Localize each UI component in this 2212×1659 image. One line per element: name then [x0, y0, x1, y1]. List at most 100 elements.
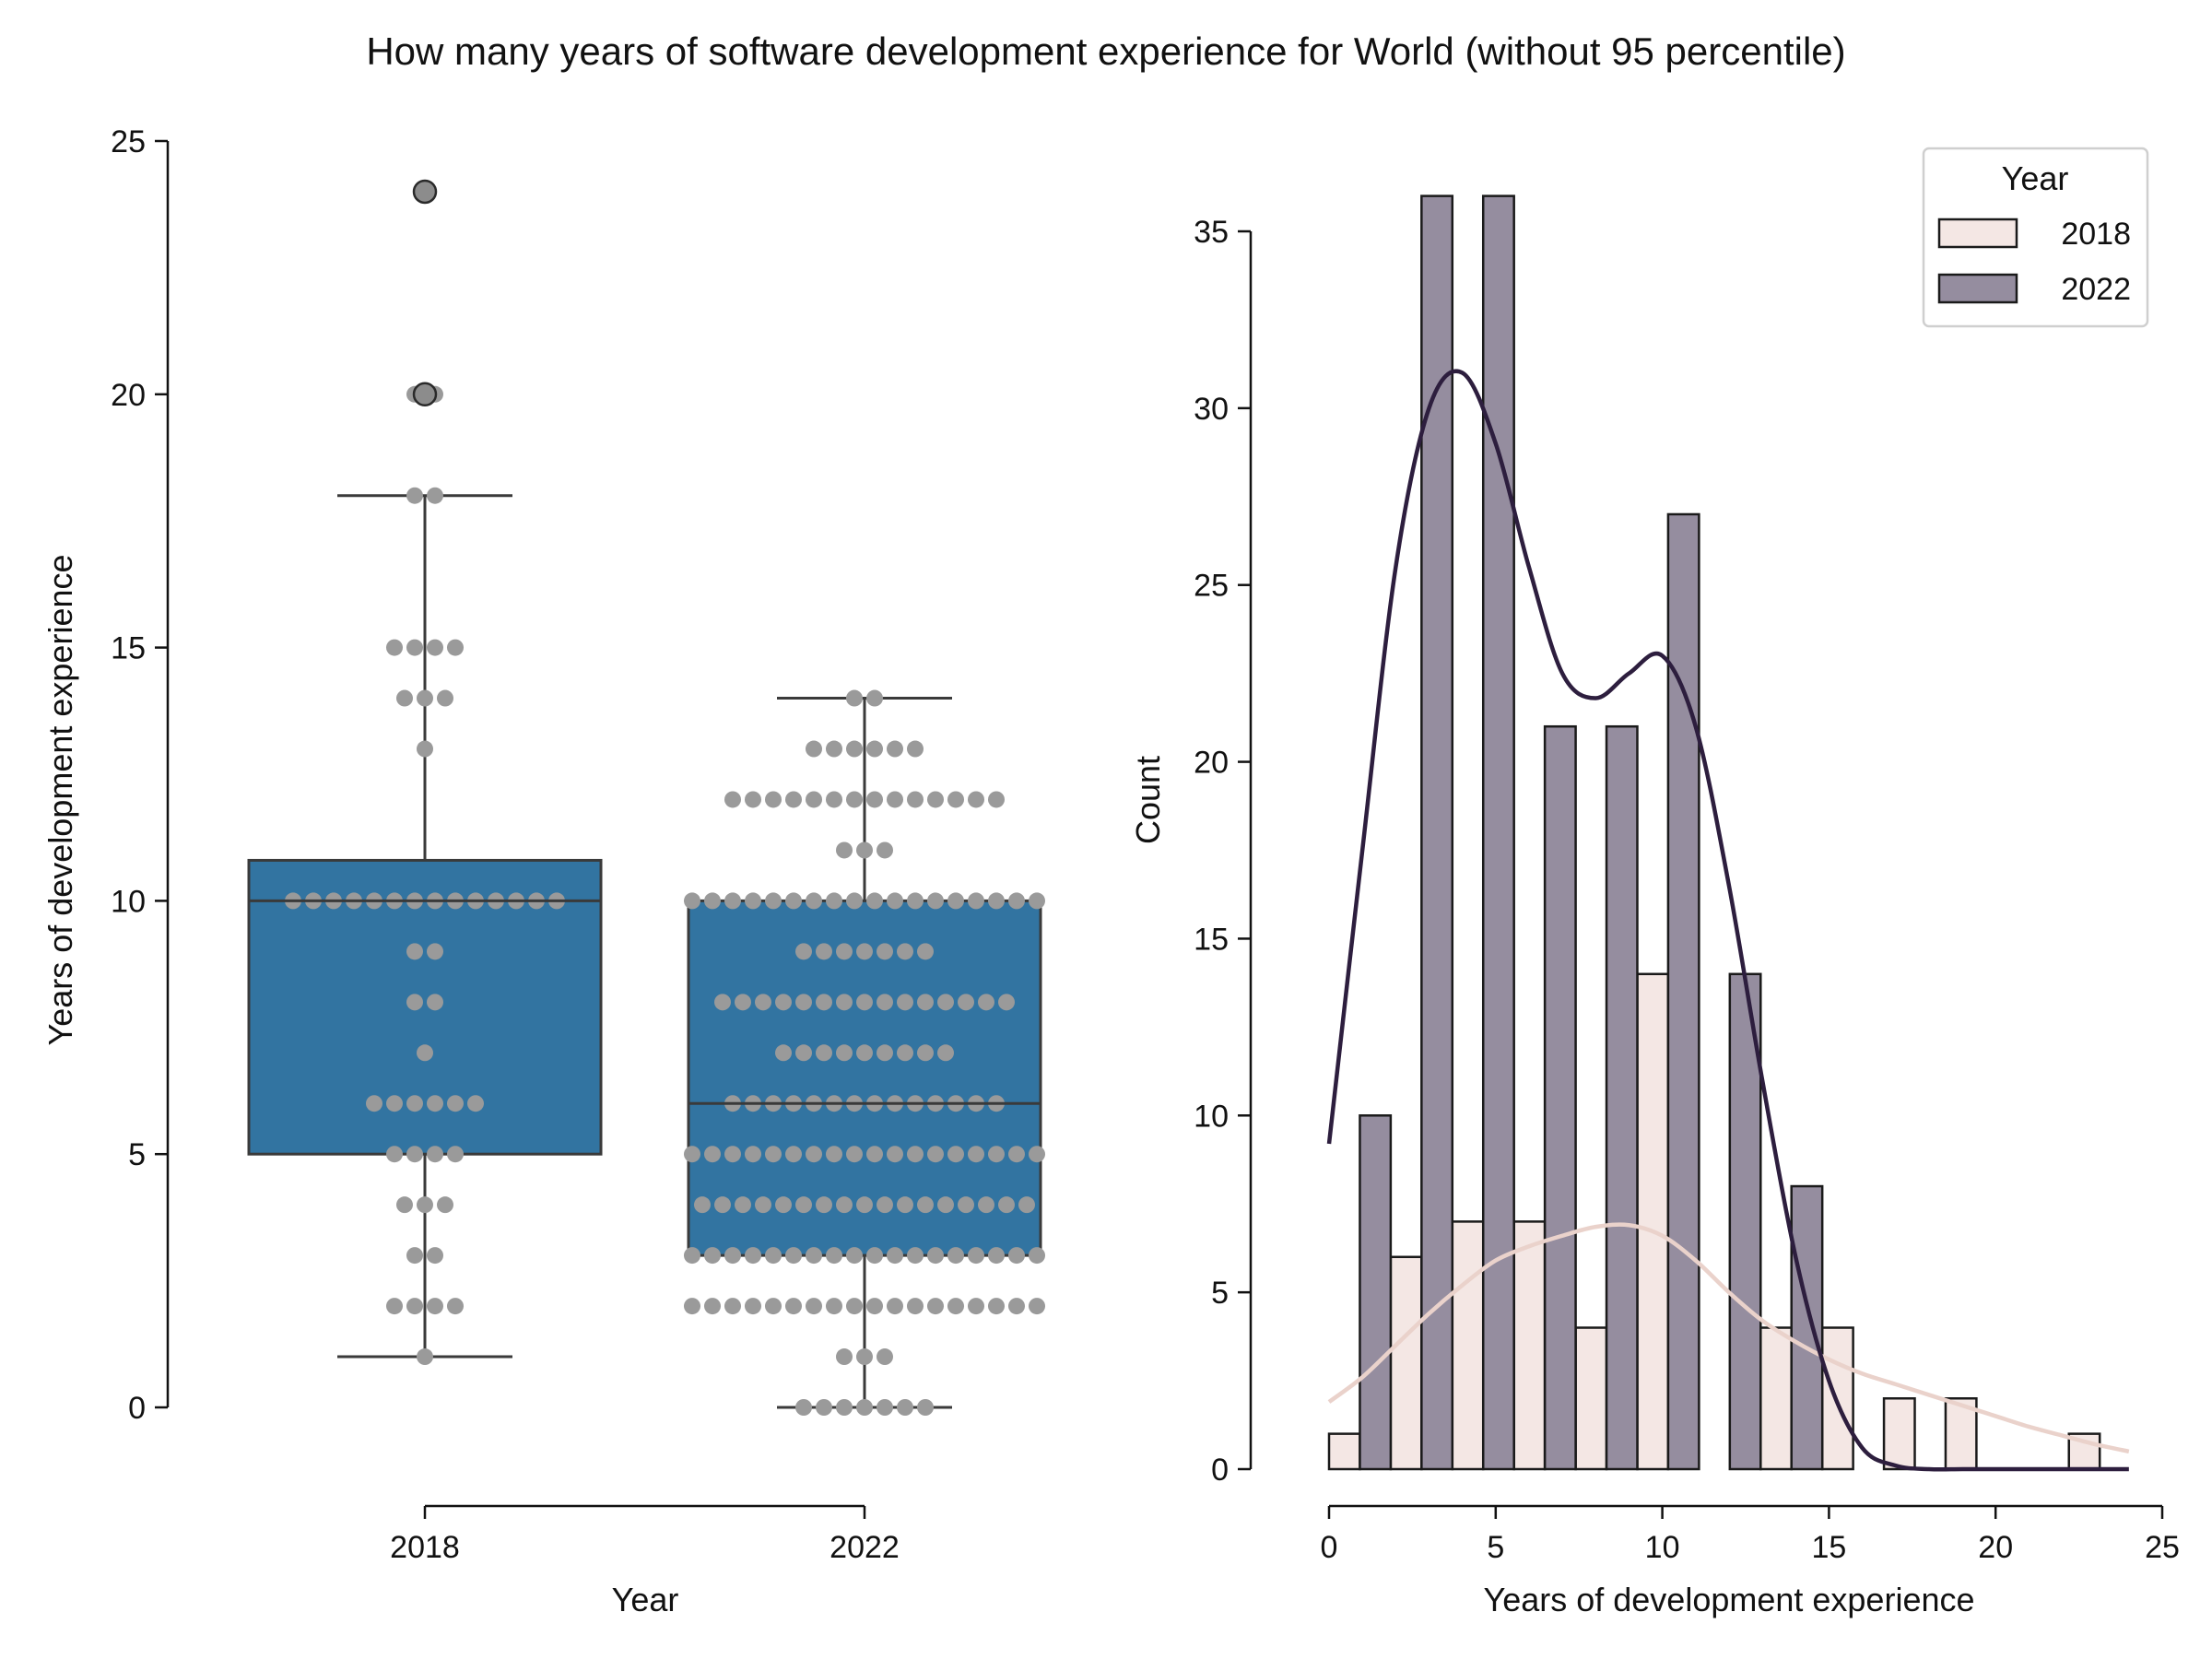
x-tick-label: 20: [1978, 1530, 2013, 1565]
swarm-point: [877, 1399, 893, 1416]
swarm-point: [816, 1399, 832, 1416]
swarm-point: [907, 1298, 924, 1315]
swarm-point: [856, 1399, 873, 1416]
hist-bar: [1420, 194, 1454, 1471]
swarm-point: [968, 1146, 984, 1163]
swarm-point: [795, 1399, 812, 1416]
swarm-point: [427, 1247, 443, 1265]
swarm-point: [917, 994, 934, 1011]
hist-bar: [1389, 1255, 1423, 1471]
swarm-point: [724, 1298, 741, 1315]
swarm-point: [836, 841, 853, 859]
kde-curve-2022: [1326, 369, 2129, 1472]
swarm-point: [795, 943, 812, 960]
swarm-point: [877, 943, 893, 960]
x-tick-label: 2018: [390, 1530, 460, 1565]
swarm-point: [988, 1298, 1005, 1315]
swarm-point: [846, 1146, 863, 1163]
swarm-point: [816, 943, 832, 960]
swarm-point: [877, 1196, 893, 1214]
box-2022: [687, 697, 1042, 1409]
swarm-point: [897, 1044, 913, 1062]
swarm-point: [856, 841, 873, 859]
swarm-point: [765, 892, 782, 910]
swarm-point: [988, 892, 1005, 910]
swarm-point: [836, 1044, 853, 1062]
hist-bar: [1666, 512, 1700, 1471]
swarm-point: [386, 639, 403, 656]
legend-entry: 2022: [2061, 272, 2131, 307]
swarm-point: [897, 943, 913, 960]
hist-bar: [1512, 1220, 1547, 1471]
hist-bar: [1481, 194, 1515, 1471]
swarm-point: [806, 791, 822, 808]
legend-entry: 2018: [2061, 217, 2131, 252]
kde-curve-2018: [1327, 1222, 2130, 1454]
swarm-point: [785, 892, 802, 910]
swarm-point: [406, 639, 423, 656]
swarm-point: [427, 1298, 443, 1315]
swarm-point: [724, 1146, 741, 1163]
swarm-point: [765, 1247, 782, 1265]
swarm-point: [937, 994, 954, 1011]
swarm-point: [447, 639, 464, 656]
swarm-point: [877, 994, 893, 1011]
swarm-point: [846, 689, 863, 707]
swarm-point: [937, 1044, 954, 1062]
swarm-point: [437, 689, 453, 707]
swarm-point: [765, 791, 782, 808]
swarm-point: [785, 1298, 802, 1315]
swarm-point: [427, 487, 443, 504]
swarm-point: [806, 1146, 822, 1163]
swarm-point: [856, 1196, 873, 1214]
swarm-point: [417, 740, 433, 758]
swarm-point: [866, 689, 883, 707]
swarm-point: [958, 1196, 974, 1214]
x-tick-label: 5: [1487, 1530, 1504, 1565]
swarm-point: [1029, 1146, 1045, 1163]
legend: Year 2018 2022: [1922, 147, 2149, 328]
swarm-point: [467, 1095, 484, 1112]
y-tick-label: 15: [1194, 922, 1229, 957]
swarm-point: [806, 1298, 822, 1315]
y-tick-label: 15: [111, 631, 146, 666]
swarm-point: [795, 1044, 812, 1062]
y-tick-label: 5: [1211, 1276, 1229, 1311]
swarm-point: [406, 1095, 423, 1112]
y-tick-label: 10: [111, 884, 146, 919]
swarm-point: [927, 1247, 944, 1265]
swarm-point: [396, 689, 413, 707]
swarm-point: [947, 791, 964, 808]
swarm-point: [406, 1146, 423, 1163]
swarm-point: [765, 1146, 782, 1163]
swarm-point: [1029, 1298, 1045, 1315]
y-tick-label: 0: [1211, 1453, 1229, 1488]
swarm-point: [836, 1348, 853, 1366]
swarm-point: [1029, 1247, 1045, 1265]
swarm-point: [417, 1348, 433, 1366]
y-tick-label: 0: [128, 1391, 146, 1426]
y-tick-label: 20: [111, 378, 146, 413]
swarm-point: [816, 1196, 832, 1214]
swarm-point: [765, 1298, 782, 1315]
swarm-point: [745, 1298, 761, 1315]
hist-bar: [1790, 1184, 1824, 1471]
swarm-point: [816, 1044, 832, 1062]
swarm-point: [704, 1298, 721, 1315]
swarm-point: [386, 1146, 403, 1163]
swarm-point: [1008, 1146, 1025, 1163]
swarm-point: [427, 1095, 443, 1112]
swarm-point: [897, 1399, 913, 1416]
swarm-point: [927, 1146, 944, 1163]
y-tick-label: 20: [1194, 746, 1229, 781]
swarm-point: [907, 1146, 924, 1163]
swarm-point: [907, 1247, 924, 1265]
swarm-point: [947, 1298, 964, 1315]
swarm-point: [417, 689, 433, 707]
swarm-point: [887, 740, 903, 758]
swarm-point: [836, 994, 853, 1011]
swarm-point: [795, 994, 812, 1011]
swarm-point: [947, 892, 964, 910]
swarm-point: [846, 1247, 863, 1265]
swarm-point: [406, 943, 423, 960]
